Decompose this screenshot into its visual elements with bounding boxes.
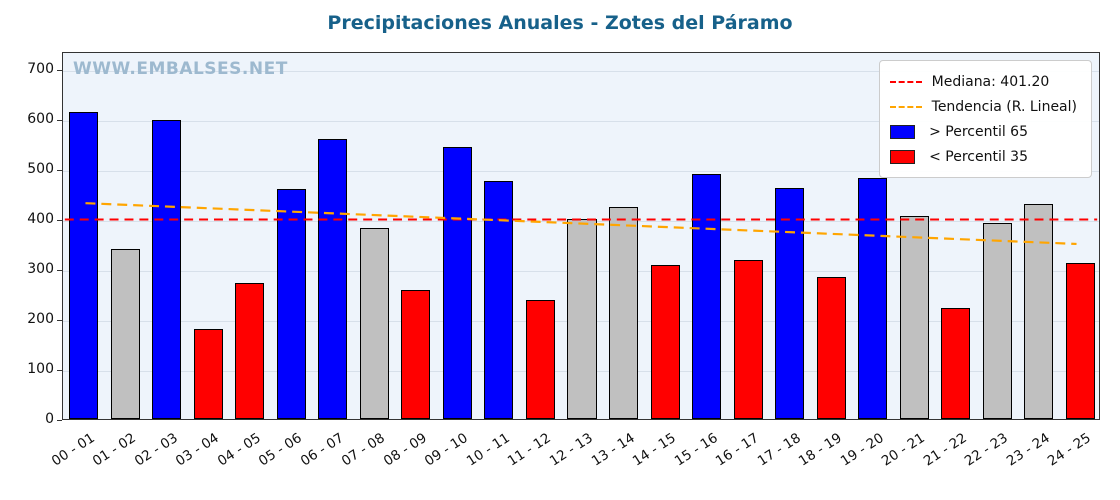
x-tick-label: 06 - 07 bbox=[297, 430, 347, 470]
x-tick-label: 12 - 13 bbox=[546, 430, 596, 470]
bar-00-01 bbox=[69, 111, 99, 419]
bar-18-19 bbox=[816, 276, 846, 419]
x-tick-label: 14 - 15 bbox=[629, 430, 679, 470]
x-tick-label: 03 - 04 bbox=[173, 430, 223, 470]
bar-21-22 bbox=[941, 308, 971, 419]
y-tick-mark bbox=[57, 320, 62, 321]
y-tick-label: 300 bbox=[27, 261, 54, 277]
bar-10-11 bbox=[484, 181, 514, 419]
x-tick-label: 22 - 23 bbox=[962, 430, 1011, 470]
bar-13-14 bbox=[608, 206, 639, 419]
watermark: WWW.EMBALSES.NET bbox=[73, 59, 288, 79]
legend-label-median: Mediana: 401.20 bbox=[931, 73, 1050, 90]
y-tick-mark bbox=[57, 170, 62, 171]
bar-04-05 bbox=[235, 283, 265, 419]
bar-14-15 bbox=[650, 265, 680, 419]
gridline bbox=[63, 171, 1099, 172]
percentil-65-swatch bbox=[889, 124, 915, 139]
x-tick-label: 24 - 25 bbox=[1045, 430, 1094, 470]
bar-11-12 bbox=[525, 300, 555, 419]
x-tick-label: 10 - 11 bbox=[463, 430, 513, 470]
x-tick-label: 18 - 19 bbox=[796, 430, 845, 470]
y-tick-label: 0 bbox=[45, 411, 54, 427]
y-tick-mark bbox=[57, 370, 62, 371]
x-tick-label: 05 - 06 bbox=[256, 430, 306, 470]
gridline bbox=[63, 121, 1099, 122]
legend: Mediana: 401.20 Tendencia (R. Lineal) > … bbox=[878, 60, 1092, 178]
x-tick-label: 07 - 08 bbox=[339, 430, 389, 470]
x-tick-label: 04 - 05 bbox=[214, 430, 264, 470]
x-tick-label: 23 - 24 bbox=[1003, 430, 1053, 470]
x-tick-label: 01 - 02 bbox=[90, 430, 139, 470]
y-tick-label: 100 bbox=[27, 361, 54, 377]
legend-item-median: Mediana: 401.20 bbox=[889, 69, 1077, 94]
y-tick-label: 500 bbox=[27, 161, 54, 177]
bar-23-24 bbox=[1024, 204, 1054, 419]
y-tick-mark bbox=[57, 220, 62, 221]
bar-03-04 bbox=[193, 329, 223, 419]
bar-05-06 bbox=[276, 189, 306, 419]
bar-20-21 bbox=[899, 215, 929, 419]
bar-06-07 bbox=[318, 139, 348, 419]
legend-label-percentil-65: > Percentil 65 bbox=[924, 123, 1028, 140]
bar-16-17 bbox=[733, 260, 763, 419]
legend-item-percentil-35: < Percentil 35 bbox=[889, 144, 1077, 169]
y-tick-label: 700 bbox=[27, 61, 54, 77]
y-tick-label: 200 bbox=[27, 311, 54, 327]
gridline bbox=[63, 71, 1099, 72]
bar-17-18 bbox=[775, 187, 805, 419]
y-tick-mark bbox=[57, 120, 62, 121]
bar-24-25 bbox=[1065, 262, 1095, 419]
bar-08-09 bbox=[401, 290, 431, 419]
trend-line-swatch bbox=[889, 105, 922, 108]
x-tick-label: 19 - 20 bbox=[837, 430, 887, 470]
bar-12-13 bbox=[567, 219, 597, 419]
legend-label-percentil-35: < Percentil 35 bbox=[924, 148, 1028, 165]
y-tick-mark bbox=[57, 420, 62, 421]
bar-01-02 bbox=[110, 249, 140, 419]
x-tick-label: 08 - 09 bbox=[380, 430, 430, 470]
y-tick-label: 600 bbox=[27, 111, 54, 127]
y-tick-mark bbox=[57, 70, 62, 71]
x-tick-label: 17 - 18 bbox=[754, 430, 804, 470]
bar-09-10 bbox=[442, 146, 472, 419]
percentil-35-swatch bbox=[889, 149, 915, 164]
x-tick-label: 16 - 17 bbox=[712, 430, 762, 470]
median-line-swatch bbox=[889, 80, 922, 83]
x-tick-label: 13 - 14 bbox=[588, 430, 638, 470]
bar-22-23 bbox=[982, 222, 1012, 419]
bar-19-20 bbox=[858, 177, 888, 419]
x-tick-label: 11 - 12 bbox=[505, 430, 555, 470]
legend-item-percentil-65: > Percentil 65 bbox=[889, 119, 1077, 144]
y-tick-mark bbox=[57, 270, 62, 271]
x-tick-label: 21 - 22 bbox=[920, 430, 970, 470]
x-tick-label: 15 - 16 bbox=[671, 430, 721, 470]
bar-02-03 bbox=[152, 120, 182, 419]
bar-07-08 bbox=[359, 228, 389, 419]
x-tick-label: 00 - 01 bbox=[48, 430, 98, 470]
chart-title: Precipitaciones Anuales - Zotes del Pára… bbox=[327, 12, 793, 34]
plot-area: WWW.EMBALSES.NET Mediana: 401.20 Tendenc… bbox=[62, 52, 1100, 420]
bar-15-16 bbox=[692, 174, 722, 419]
x-tick-label: 09 - 10 bbox=[422, 430, 472, 470]
legend-item-trend: Tendencia (R. Lineal) bbox=[889, 94, 1077, 119]
x-tick-label: 02 - 03 bbox=[131, 430, 181, 470]
x-tick-label: 20 - 21 bbox=[879, 430, 928, 470]
y-tick-label: 400 bbox=[27, 211, 54, 227]
legend-label-trend: Tendencia (R. Lineal) bbox=[931, 98, 1077, 115]
